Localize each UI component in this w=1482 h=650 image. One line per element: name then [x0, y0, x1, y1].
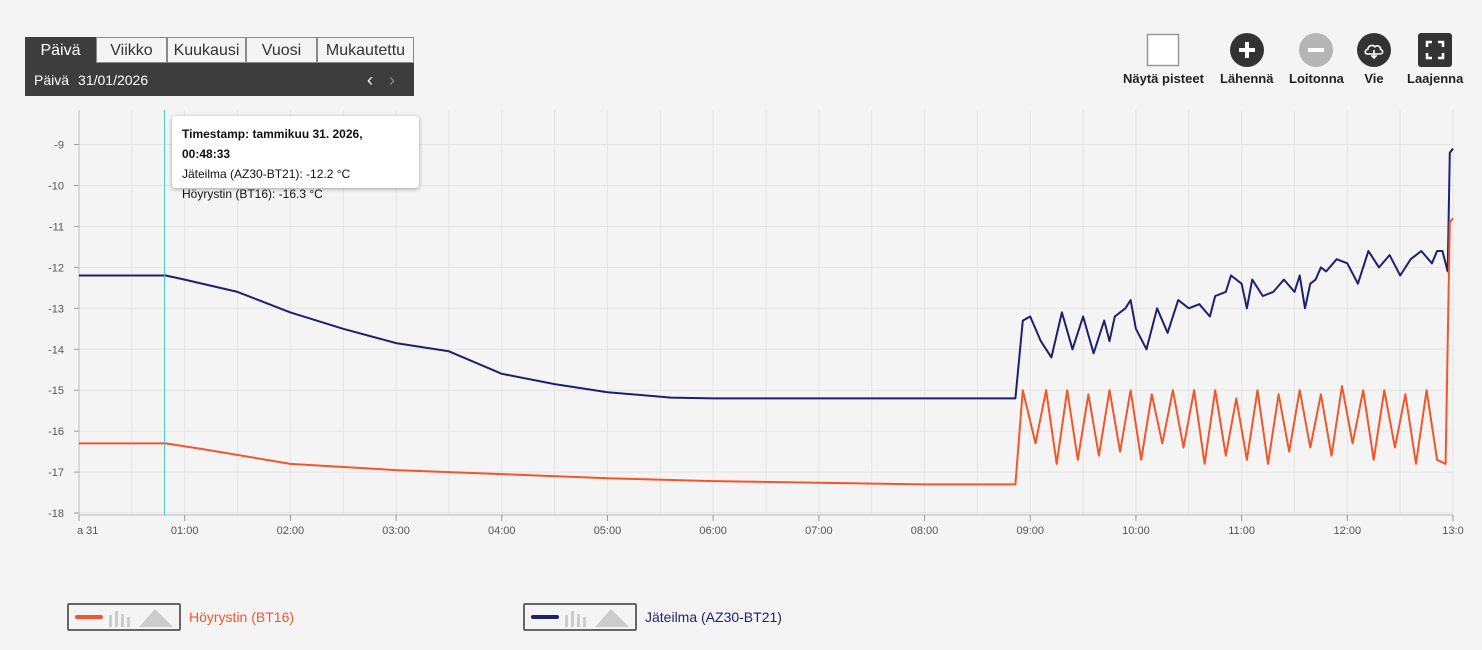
x-axis: a 31 01:00 02:00 03:00 04:00 05:00 06:00 07:00 0… — [77, 514, 1464, 537]
minus-icon — [1299, 33, 1334, 67]
chart-tooltip: Timestamp: tammikuu 31. 2026, 00:48:33 J… — [172, 116, 419, 201]
zoom-out-label: Loitonna — [1289, 71, 1344, 86]
x-tick-label: 07:00 — [805, 525, 833, 537]
series-line-evaporator — [79, 217, 1454, 486]
x-tick-label: 02:00 — [277, 525, 305, 537]
legend-item-exhaust[interactable]: Jäteilma (AZ30-BT21) — [523, 603, 782, 631]
y-tick-label: -9 — [54, 140, 64, 152]
y-tick-label: -14 — [48, 344, 64, 356]
tooltip-timestamp: Timestamp: tammikuu 31. 2026, 00:48:33 — [182, 127, 363, 161]
x-tick-label: 01:00 — [171, 525, 199, 537]
y-axis: -9 -10 -11 -12 -13 -14 -15 -16 -17 -18 — [48, 110, 80, 520]
zoom-in-button[interactable]: Lähennä — [1220, 33, 1273, 86]
tab-custom[interactable]: Mukautettu — [317, 37, 414, 63]
cloud-download-icon — [1357, 33, 1391, 67]
y-tick-label: -13 — [48, 303, 64, 315]
x-tick-label: a 31 — [77, 525, 98, 537]
zoom-out-button[interactable]: Loitonna — [1289, 33, 1344, 86]
legend-label-evaporator[interactable]: Höyrystin (BT16) — [189, 609, 295, 625]
y-tick-label: -12 — [48, 262, 64, 274]
y-tick-label: -15 — [48, 385, 64, 397]
x-tick-label: 09:00 — [1016, 525, 1044, 537]
x-tick-label: 05:00 — [594, 525, 622, 537]
show-points-button[interactable]: Näytä pisteet — [1123, 33, 1204, 86]
x-tick-label: 10:00 — [1122, 525, 1150, 537]
fullscreen-icon — [1418, 33, 1453, 67]
show-points-label: Näytä pisteet — [1123, 71, 1204, 86]
zoom-in-label: Lähennä — [1220, 71, 1274, 86]
tooltip-line-evaporator: Höyrystin (BT16): -16.3 °C — [182, 187, 323, 201]
checkbox-icon[interactable] — [1146, 33, 1180, 67]
line-area-icon — [75, 609, 173, 627]
legend-item-evaporator[interactable]: Höyrystin (BT16) — [67, 603, 294, 631]
y-tick-label: -11 — [49, 221, 64, 233]
legend-series-toggle[interactable] — [67, 603, 181, 631]
tab-month[interactable]: Kuukausi — [167, 37, 246, 63]
period-selector: Päivä Viikko Kuukausi Vuosi Mukautettu P… — [25, 37, 414, 96]
period-tabs: Päivä Viikko Kuukausi Vuosi Mukautettu — [25, 37, 414, 65]
x-tick-label: 04:00 — [488, 525, 516, 537]
line-area-icon — [531, 609, 629, 627]
expand-button[interactable]: Laajenna — [1407, 33, 1463, 86]
chart-series — [79, 147, 1454, 486]
y-tick-label: -18 — [48, 508, 64, 520]
export-label: Vie — [1364, 71, 1384, 86]
tooltip-line-exhaust: Jäteilma (AZ30-BT21): -12.2 °C — [182, 167, 351, 181]
expand-label: Laajenna — [1407, 71, 1464, 86]
tab-day[interactable]: Päivä — [25, 37, 96, 63]
legend-label-exhaust[interactable]: Jäteilma (AZ30-BT21) — [645, 609, 782, 625]
x-tick-label: 12:00 — [1334, 525, 1362, 537]
x-tick-label: 03:00 — [382, 525, 410, 537]
y-tick-label: -16 — [48, 426, 64, 438]
date-row: Päivä 31/01/2026 ‹ › — [25, 65, 414, 95]
chevron-right-icon[interactable]: › — [389, 70, 395, 90]
x-tick-label: 06:00 — [699, 525, 727, 537]
y-tick-label: -17 — [48, 467, 64, 479]
y-tick-label: -10 — [48, 180, 64, 192]
period-label: Päivä — [34, 72, 70, 88]
x-tick-label: 08:00 — [911, 525, 939, 537]
tab-week[interactable]: Viikko — [96, 37, 167, 63]
date-value[interactable]: 31/01/2026 — [78, 72, 149, 88]
plus-icon — [1229, 33, 1264, 67]
tab-year[interactable]: Vuosi — [246, 37, 317, 63]
legend-series-toggle[interactable] — [523, 603, 637, 631]
export-button[interactable]: Vie — [1357, 33, 1391, 86]
x-tick-label: 11:00 — [1228, 525, 1255, 537]
x-tick-label: 13:0 — [1442, 525, 1463, 537]
chevron-left-icon[interactable]: ‹ — [367, 70, 373, 90]
series-line-exhaust — [79, 147, 1454, 400]
